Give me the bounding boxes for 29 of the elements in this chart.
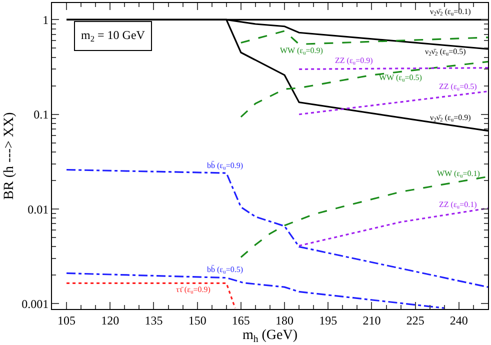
series-label: WW (ε$_{u}$=0.1) [437,169,480,180]
series-label: ν$_{2}$ν̄$_{2}$ (ε$_{u}$=0.1) [430,7,472,18]
x-tick-label: 150 [188,313,206,328]
y-tick-label: 0.1 [34,108,49,122]
series-label: WW (ε$_{u}$=0.5) [379,73,422,84]
series-label: ZZ (ε$_{u}$=0.9) [335,56,374,67]
series-label: bb̄ (ε$_{u}$=0.9) [207,161,244,172]
x-tick-label: 135 [144,313,163,328]
x-axis-title: m$_{h}$ (GeV) [242,328,298,345]
y-tick-label: 0.01 [28,202,49,216]
series-label: ν$_{2}$ν̄$_{2}$ (ε$_{u}$=0.5) [425,47,466,58]
x-tick-label: 195 [319,313,338,328]
annotation: m$_{2}$ = 10 GeV [81,28,146,44]
series-label: bb̄ (ε$_{u}$=0.5) [207,265,244,276]
series-label: ττ̄ (ε$_{u}$=0.9) [176,285,211,296]
series-label: ν$_{2}$ν̄$_{2}$ (ε$_{u}$=0.9) [430,113,472,124]
y-axis-title: BR (h ---> XX) [2,112,18,200]
x-tick-label: 225 [406,313,424,328]
x-tick-label: 165 [232,313,250,328]
x-tick-label: 210 [362,313,381,328]
series-label: ZZ (ε$_{u}$=0.5) [439,82,478,93]
x-tick-label: 105 [58,313,76,328]
x-tick-label: 180 [276,313,294,328]
y-tick-label: 1 [42,12,49,27]
x-tick-label: 240 [450,313,468,328]
series-label: ZZ (ε$_{u}$=0.1) [439,200,478,211]
x-tick-label: 120 [101,313,120,328]
series-label: WW (ε$_{u}$=0.9) [280,46,324,57]
y-tick-label: 0.001 [22,296,49,311]
